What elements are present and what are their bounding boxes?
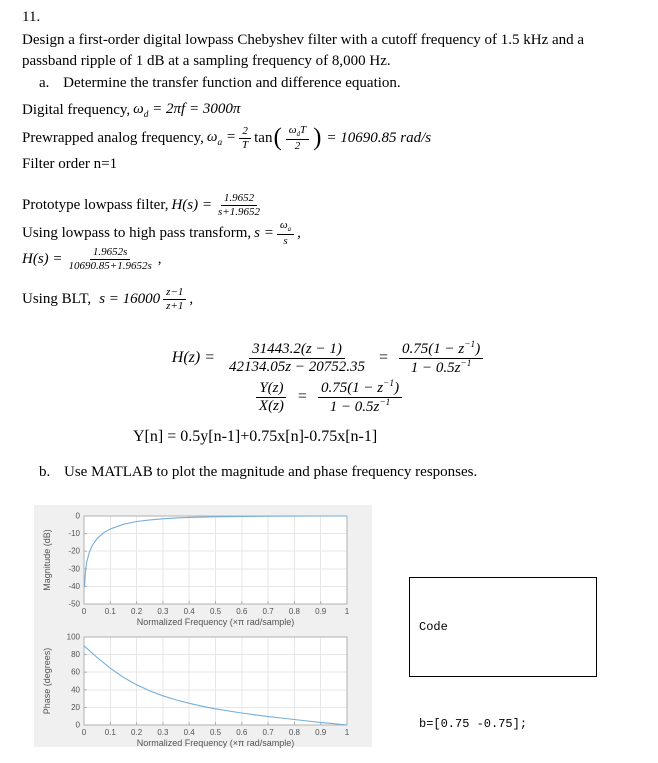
eq-prototype-lowpass: Prototype lowpass filter, H(s) = 1.9652 … xyxy=(22,187,266,223)
svg-text:0: 0 xyxy=(76,512,81,521)
fraction-yx-right: 0.75(1 − z−1) 1 − 0.5z−1 xyxy=(317,379,403,416)
eq-label: Using lowpass to high pass transform, xyxy=(22,224,252,241)
eq-lhs: H(s) = xyxy=(22,250,63,267)
problem-statement-line2: passband ripple of 1 dB at a sampling fr… xyxy=(22,53,391,69)
eq-label: Using BLT, xyxy=(22,290,92,307)
svg-text:-20: -20 xyxy=(68,547,80,556)
eq-bilinear-transform: Using BLT, s = 16000 z−1 z+1 , xyxy=(22,283,193,315)
svg-text:Phase (degrees): Phase (degrees) xyxy=(42,648,52,715)
eq-rhs: = 10690.85 rad/s xyxy=(326,129,432,146)
eq-suffix: , xyxy=(157,250,162,267)
svg-text:0.5: 0.5 xyxy=(210,728,222,737)
svg-text:Magnitude (dB): Magnitude (dB) xyxy=(42,529,52,591)
svg-text:0.2: 0.2 xyxy=(131,728,143,737)
svg-text:1: 1 xyxy=(345,728,350,737)
svg-text:0.9: 0.9 xyxy=(315,607,327,616)
eq-hz-transfer-function: H(z) = 31443.2(z − 1) 42134.05z − 20752.… xyxy=(0,336,658,380)
part-a-text: Determine the transfer function and diff… xyxy=(63,75,401,91)
eq-digital-frequency: Digital frequency, ωd = 2πf = 3000π xyxy=(22,101,240,120)
svg-text:100: 100 xyxy=(67,633,81,642)
svg-text:-40: -40 xyxy=(68,582,80,591)
filter-order-line: Filter order n=1 xyxy=(22,156,118,172)
equals-sign: = xyxy=(379,349,389,366)
matlab-figure: 0 0.1 0.2 0.3 0.4 0.5 0.6 0.7 0.8 0.9 1 0 -10 -20 -30 -… xyxy=(34,505,372,749)
eq-difference-equation: Y[n] = 0.5y[n-1]+0.75x[n]-0.75x[n-1] xyxy=(133,428,378,445)
svg-text:0.8: 0.8 xyxy=(289,607,301,616)
part-b-item: b. Use MATLAB to plot the magnitude and … xyxy=(39,463,477,483)
svg-text:0.5: 0.5 xyxy=(210,607,222,616)
svg-text:60: 60 xyxy=(71,668,80,677)
svg-text:0: 0 xyxy=(76,721,81,730)
code-title: Code xyxy=(419,620,448,634)
svg-text:0.2: 0.2 xyxy=(131,607,143,616)
fraction-wa-over-s: ωa s xyxy=(276,219,295,247)
svg-text:0.9: 0.9 xyxy=(315,728,327,737)
svg-text:0: 0 xyxy=(82,728,87,737)
tan-operator: tan xyxy=(254,129,273,146)
svg-text:0: 0 xyxy=(82,607,87,616)
fraction-hz-left: 31443.2(z − 1) 42134.05z − 20752.35 xyxy=(229,340,365,375)
eq-label: Prewrapped analog frequency, xyxy=(22,129,204,146)
svg-text:Normalized Frequency (×π rad/: Normalized Frequency (×π rad/sample) xyxy=(137,617,295,627)
fraction-2-over-T: 2 T xyxy=(239,125,251,151)
svg-text:40: 40 xyxy=(71,685,80,694)
svg-text:0.4: 0.4 xyxy=(184,728,196,737)
part-b-label: b. xyxy=(39,464,51,480)
right-paren: ) xyxy=(313,123,322,151)
svg-text:0.7: 0.7 xyxy=(263,728,275,737)
eq-label: Prototype lowpass filter, xyxy=(22,196,169,213)
svg-text:Normalized Frequency (×π rad/: Normalized Frequency (×π rad/sample) xyxy=(137,738,295,748)
fraction-hz-right: 0.75(1 − z−1) 1 − 0.5z−1 xyxy=(399,340,484,377)
svg-text:80: 80 xyxy=(71,650,80,659)
problem-statement-line1: Design a first-order digital lowpass Che… xyxy=(22,32,585,48)
fraction-yz-xz: Y(z) X(z) xyxy=(256,380,287,415)
eq-lhs: s = xyxy=(254,224,274,241)
svg-text:0.3: 0.3 xyxy=(157,728,169,737)
svg-text:-10: -10 xyxy=(68,529,80,538)
svg-text:-30: -30 xyxy=(68,564,80,573)
code-blank-line xyxy=(419,670,596,682)
svg-text:20: 20 xyxy=(71,703,80,712)
problem-number: 11. xyxy=(22,9,41,25)
svg-text:0.7: 0.7 xyxy=(263,607,275,616)
fraction-prototype: 1.9652 s+1.9652 xyxy=(218,192,260,218)
svg-text:-50: -50 xyxy=(68,600,80,609)
phase-plot: 0 0.1 0.2 0.3 0.4 0.5 0.6 0.7 0.8 0.9 1 0 20 40 60 80 10… xyxy=(42,633,350,749)
equals-sign: = xyxy=(297,388,307,405)
eq-suffix: , xyxy=(189,290,194,307)
svg-text:0.4: 0.4 xyxy=(184,607,196,616)
code-box: Code b=[0.75 -0.75]; a=[1 -0.5]; freqz(b… xyxy=(409,577,597,731)
code-line: b=[0.75 -0.75]; xyxy=(419,717,528,731)
fraction-blt: z−1 z+1 xyxy=(163,286,187,312)
eq-math: ωd = 2πf = 3000π xyxy=(133,101,241,120)
eq-yz-over-xz: Y(z) X(z) = 0.75(1 − z−1) 1 − 0.5z−1 xyxy=(0,376,658,418)
eq-lhs: s = 16000 xyxy=(99,290,161,307)
part-a-label: a. xyxy=(39,75,50,91)
fraction-wdT-over-2: ωdT 2 xyxy=(285,124,310,152)
svg-text:0.1: 0.1 xyxy=(105,728,117,737)
svg-text:0.3: 0.3 xyxy=(157,607,169,616)
eq-lhs: H(s) = xyxy=(171,196,213,213)
svg-text:0.6: 0.6 xyxy=(236,728,248,737)
eq-lhs: ωa = xyxy=(206,128,236,148)
eq-prewarped-frequency: Prewrapped analog frequency, ωa = 2 T ta… xyxy=(22,119,431,157)
eq-suffix: , xyxy=(297,224,301,241)
svg-text:1: 1 xyxy=(345,607,350,616)
left-paren: ( xyxy=(273,123,282,151)
magnitude-plot: 0 0.1 0.2 0.3 0.4 0.5 0.6 0.7 0.8 0.9 1 0 -10 -20 -30 -… xyxy=(42,512,350,628)
part-a-item: a. Determine the transfer function and d… xyxy=(39,74,401,94)
eq-lowpass-to-highpass: Using lowpass to high pass transform, s … xyxy=(22,218,301,248)
eq-hs-transformed: H(s) = 1.9652s 10690.85+1.9652s , xyxy=(22,241,162,277)
eq-lhs: H(z) = xyxy=(171,349,216,366)
svg-text:0.6: 0.6 xyxy=(236,607,248,616)
fraction-hs: 1.9652s 10690.85+1.9652s xyxy=(68,246,152,272)
svg-text:0.8: 0.8 xyxy=(289,728,301,737)
svg-text:0.1: 0.1 xyxy=(105,607,117,616)
eq-label: Digital frequency, xyxy=(22,102,131,118)
part-b-text: Use MATLAB to plot the magnitude and pha… xyxy=(64,464,478,480)
